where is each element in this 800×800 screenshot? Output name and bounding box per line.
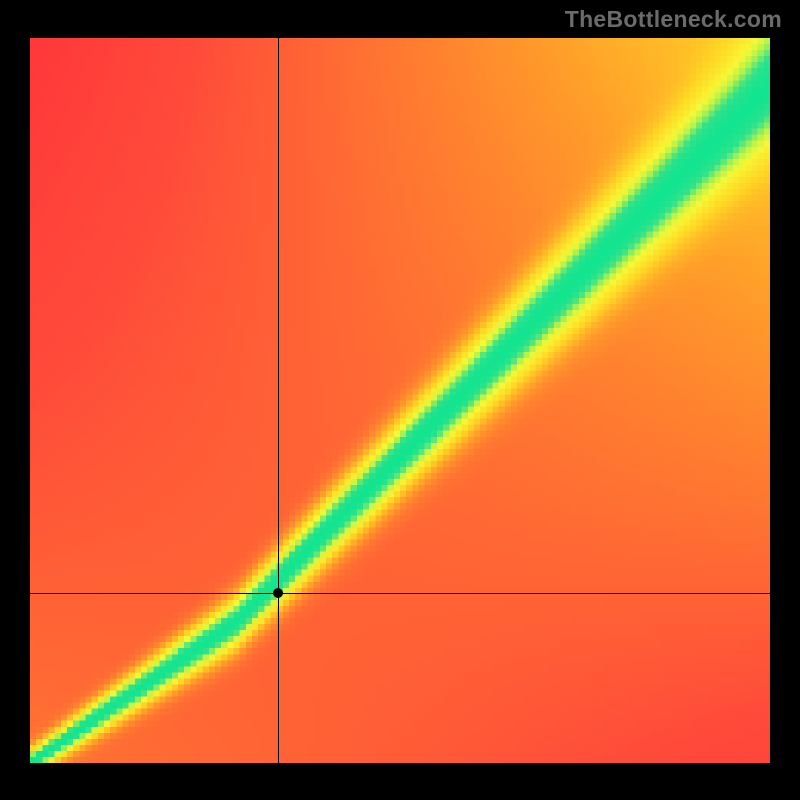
- heatmap-plot: [30, 38, 770, 763]
- crosshair-vertical: [278, 38, 279, 763]
- crosshair-horizontal: [30, 593, 770, 594]
- watermark-text: TheBottleneck.com: [565, 6, 782, 33]
- heatmap-canvas: [30, 38, 770, 763]
- crosshair-marker: [273, 588, 283, 598]
